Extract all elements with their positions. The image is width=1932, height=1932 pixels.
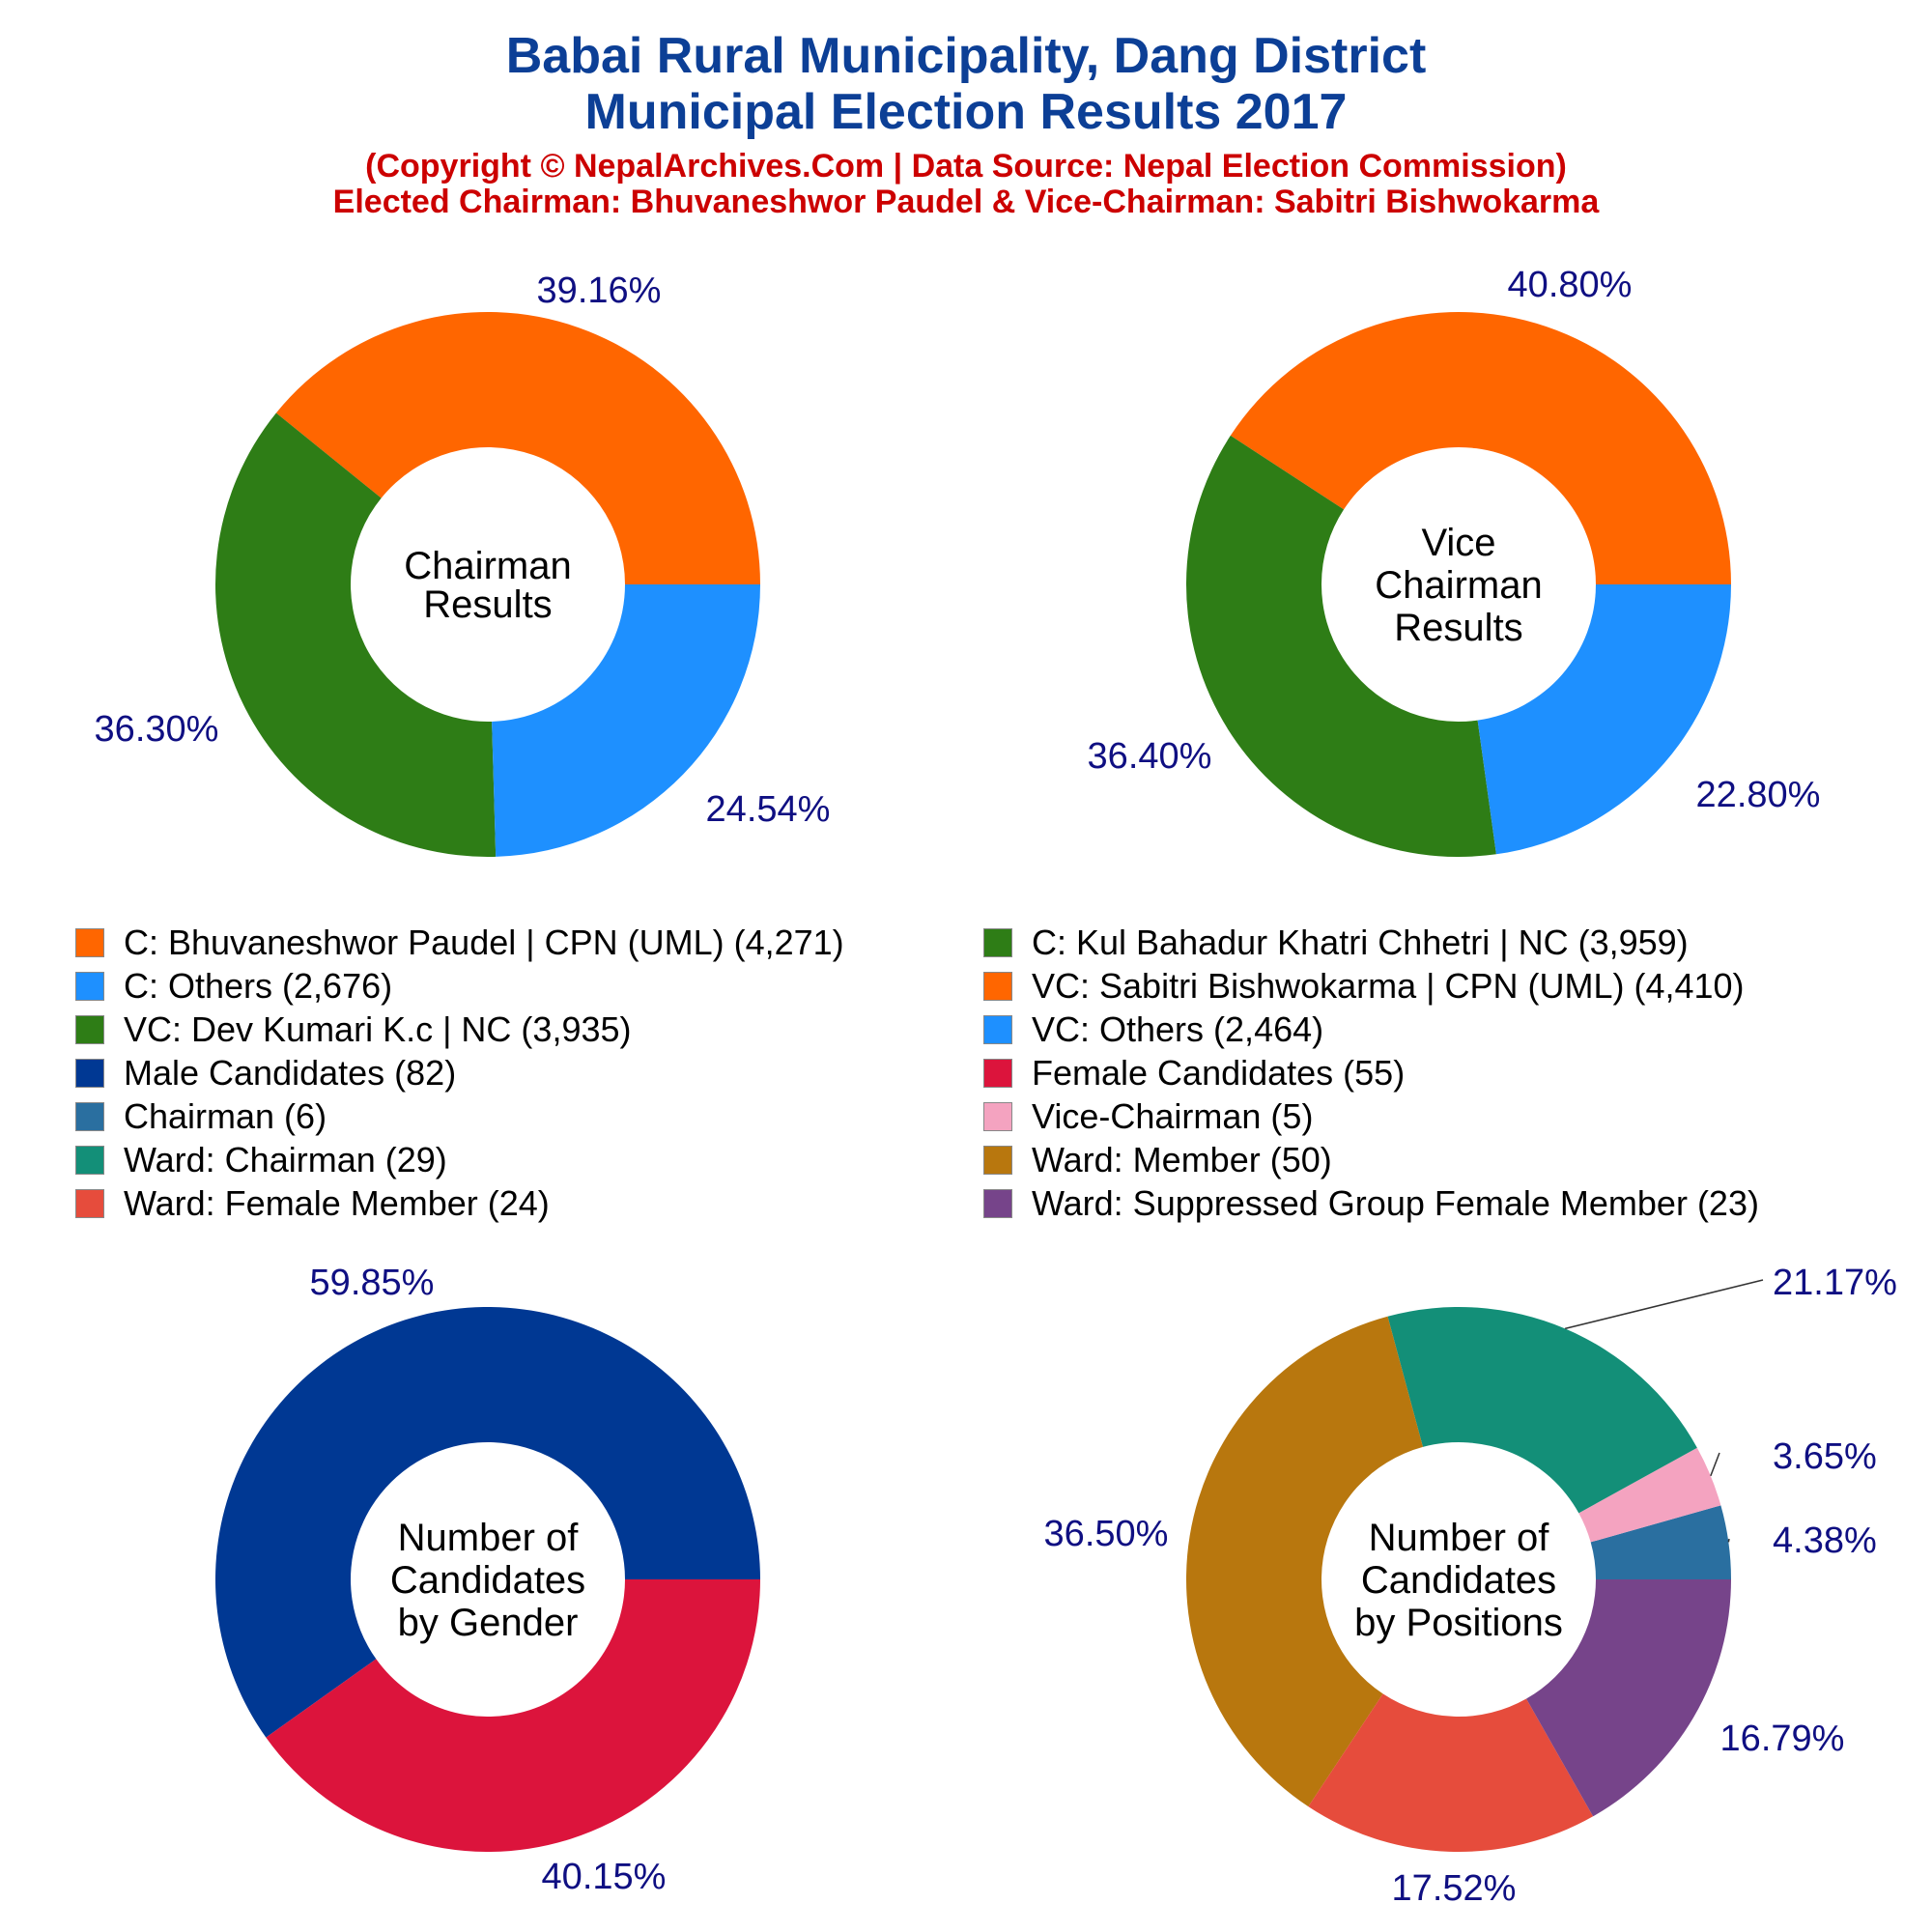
- pie-slice: [492, 584, 760, 857]
- slice-percent-label: 39.16%: [537, 270, 662, 311]
- donut-center-label: by Positions: [1354, 1602, 1563, 1644]
- pie-slice: [266, 1579, 760, 1852]
- pie-slice: [1230, 312, 1731, 584]
- donut-center-label: Results: [423, 583, 552, 626]
- pie-slice: [215, 412, 497, 857]
- leader-line: [1564, 1279, 1764, 1330]
- slice-percent-label: 3.65%: [1773, 1436, 1877, 1477]
- pie-slice: [1590, 1505, 1731, 1579]
- pie-slice: [1185, 1316, 1423, 1807]
- chart-subtitle-line-2: Elected Chairman: Bhuvaneshwor Paudel & …: [332, 184, 1600, 220]
- pie-slice: [275, 312, 760, 584]
- chart-title-line-2: Municipal Election Results 2017: [584, 84, 1348, 140]
- donut-chart-4: 4.38% 3.65% 21.17% 36.50% 17.52% 16.79% Number…: [1044, 1263, 1897, 1909]
- slice-percent-label: 21.17%: [1773, 1263, 1897, 1303]
- pie-slice: [1477, 584, 1731, 855]
- slice-percent-label: 40.80%: [1508, 265, 1633, 305]
- slice-percent-label: 4.38%: [1773, 1520, 1877, 1561]
- donut-center-label: Vice: [1421, 522, 1495, 564]
- donut-center-label: Candidates: [390, 1559, 585, 1602]
- chart-subtitle-line-1: (Copyright © NepalArchives.Com | Data So…: [365, 148, 1567, 185]
- pie-slice: [1387, 1306, 1697, 1514]
- pie-slice: [1526, 1579, 1731, 1817]
- slice-percent-label: 17.52%: [1392, 1868, 1517, 1909]
- donut-center-label: Chairman: [1375, 564, 1542, 607]
- pie-slice: [1308, 1693, 1594, 1852]
- slice-percent-label: 36.40%: [1088, 736, 1212, 777]
- leader-line: [1727, 1538, 1730, 1543]
- donut-center-label: Number of: [398, 1517, 580, 1559]
- pie-slice: [214, 1307, 760, 1738]
- pie-slice: [1578, 1447, 1721, 1543]
- slice-percent-label: 40.15%: [542, 1857, 667, 1897]
- donut-center-label: by Gender: [398, 1602, 579, 1644]
- chart-title-line-1: Babai Rural Municipality, Dang District: [505, 28, 1427, 84]
- donut-center-label: Chairman: [404, 545, 571, 587]
- slice-percent-label: 59.85%: [310, 1263, 435, 1303]
- pie-slice: [1185, 435, 1496, 857]
- donut-center-label: Number of: [1369, 1517, 1550, 1559]
- leader-line: [1710, 1452, 1720, 1477]
- slice-percent-label: 24.54%: [706, 789, 831, 830]
- donut-center-label: Results: [1394, 607, 1522, 649]
- slice-percent-label: 22.80%: [1696, 775, 1821, 815]
- slice-percent-label: 36.50%: [1044, 1514, 1169, 1554]
- donut-center-label: Candidates: [1361, 1559, 1556, 1602]
- slice-percent-label: 36.30%: [95, 709, 219, 750]
- slice-percent-label: 16.79%: [1720, 1719, 1845, 1759]
